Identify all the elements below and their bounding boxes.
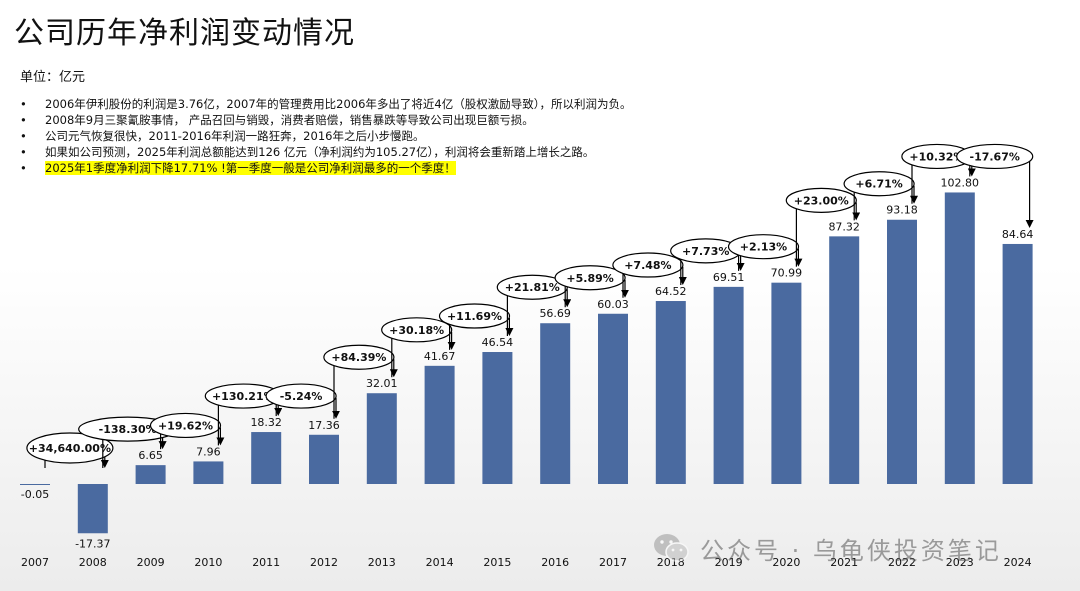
growth-label: +2.13% bbox=[740, 241, 787, 254]
value-label: 69.51 bbox=[713, 271, 745, 284]
category-label: 2016 bbox=[541, 556, 569, 569]
growth-oval bbox=[785, 187, 857, 213]
category-label: 2023 bbox=[946, 556, 974, 569]
growth-oval bbox=[265, 383, 337, 409]
growth-label: +19.62% bbox=[158, 419, 213, 432]
note-item: 公司元气恢复很快，2011-2016年利润一路狂奔，2016年之后小步慢跑。 bbox=[20, 128, 631, 144]
category-label: 2008 bbox=[79, 556, 107, 569]
growth-label: +11.69% bbox=[447, 310, 502, 323]
value-label: 87.32 bbox=[828, 220, 860, 233]
category-label: 2022 bbox=[888, 556, 916, 569]
value-label: 93.18 bbox=[886, 204, 918, 217]
growth-label: +84.39% bbox=[331, 351, 386, 364]
bar bbox=[482, 352, 513, 484]
bar bbox=[887, 219, 917, 484]
bar bbox=[944, 192, 975, 484]
growth-oval bbox=[612, 252, 684, 278]
category-label: 2020 bbox=[772, 556, 800, 569]
category-label: 2011 bbox=[252, 556, 280, 569]
value-label: 46.54 bbox=[482, 336, 514, 349]
category-label: 2012 bbox=[310, 556, 338, 569]
value-label: 84.64 bbox=[1002, 228, 1034, 241]
growth-oval bbox=[438, 303, 511, 329]
bar bbox=[1002, 243, 1033, 484]
value-label: 60.03 bbox=[597, 298, 629, 311]
growth-label: +6.71% bbox=[855, 178, 902, 191]
bar bbox=[598, 313, 628, 484]
bar bbox=[829, 236, 860, 484]
growth-oval bbox=[26, 432, 114, 464]
value-label: 70.99 bbox=[771, 267, 803, 280]
category-label: 2024 bbox=[1004, 556, 1032, 569]
growth-label: +23.00% bbox=[794, 194, 849, 207]
note-item: 2006年伊利股份的利润是3.76亿，2007年的管理费用比2006年多出了将近… bbox=[20, 96, 631, 112]
growth-label: +7.48% bbox=[624, 259, 671, 272]
value-label: 64.52 bbox=[655, 285, 687, 298]
bar bbox=[309, 434, 339, 484]
wechat-icon bbox=[654, 534, 689, 562]
bar bbox=[424, 365, 455, 484]
note-item: 2008年9月三聚氰胺事情， 产品召回与销毁，消费者赔偿，销售暴跌等导致公司出现… bbox=[20, 112, 631, 128]
bar bbox=[135, 465, 166, 484]
category-label: 2021 bbox=[830, 556, 858, 569]
page-title: 公司历年净利润变动情况 bbox=[14, 16, 355, 51]
watermark: 公众号 · 乌龟侠投资笔记 bbox=[652, 527, 1002, 569]
growth-label: +34,640.00% bbox=[29, 442, 111, 455]
growth-oval bbox=[956, 143, 1034, 170]
growth-label: +5.89% bbox=[566, 272, 613, 285]
value-label: 56.69 bbox=[539, 307, 571, 320]
growth-label: +10.32% bbox=[909, 150, 964, 163]
bar bbox=[193, 461, 224, 484]
category-label: 2019 bbox=[715, 556, 743, 569]
bar bbox=[251, 432, 282, 484]
category-label: 2017 bbox=[599, 556, 627, 569]
value-label: 32.01 bbox=[366, 377, 398, 390]
notes-list: 2006年伊利股份的利润是3.76亿，2007年的管理费用比2006年多出了将近… bbox=[20, 96, 631, 176]
growth-label: -5.24% bbox=[280, 390, 323, 403]
growth-label: +30.18% bbox=[389, 324, 444, 337]
value-label: 17.36 bbox=[308, 419, 340, 432]
value-label: 7.96 bbox=[196, 445, 221, 458]
growth-oval bbox=[323, 344, 395, 370]
growth-label: +7.73% bbox=[682, 245, 729, 258]
growth-oval bbox=[843, 171, 915, 197]
bar bbox=[77, 484, 108, 534]
category-label: 2007 bbox=[21, 556, 49, 569]
bar bbox=[655, 301, 686, 484]
category-label: 2010 bbox=[194, 556, 222, 569]
value-label: 18.32 bbox=[250, 416, 282, 429]
bar bbox=[713, 286, 744, 484]
value-label: 102.80 bbox=[941, 176, 980, 189]
growth-oval bbox=[554, 265, 626, 291]
growth-label: +21.81% bbox=[505, 281, 560, 294]
growth-label: +130.21% bbox=[212, 390, 275, 403]
note-item: 如果如公司预测，2025年利润总额能达到126 亿元（净利润约为105.27亿）… bbox=[20, 144, 631, 160]
note-item-highlight: 2025年1季度净利润下降17.71% !第一季度一般是公司净利润最多的一个季度… bbox=[20, 160, 631, 176]
bar bbox=[366, 393, 397, 484]
watermark-text: 公众号 · 乌龟侠投资笔记 bbox=[700, 536, 1002, 565]
category-label: 2014 bbox=[426, 556, 454, 569]
value-label: -0.05 bbox=[21, 488, 49, 501]
highlight-text: 2025年1季度净利润下降17.71% !第一季度一般是公司净利润最多的一个季度… bbox=[45, 161, 456, 175]
bar bbox=[771, 282, 802, 484]
category-label: 2013 bbox=[368, 556, 396, 569]
unit-label: 单位：亿元 bbox=[20, 70, 86, 85]
value-label: -17.37 bbox=[75, 537, 110, 550]
bar bbox=[20, 484, 50, 485]
growth-label: -17.67% bbox=[970, 150, 1020, 163]
value-label: 41.67 bbox=[424, 350, 456, 363]
growth-oval bbox=[149, 412, 222, 439]
category-label: 2009 bbox=[137, 556, 165, 569]
bar bbox=[540, 323, 571, 484]
growth-label: -138.30% bbox=[99, 423, 157, 436]
growth-oval bbox=[381, 317, 453, 343]
value-label: 6.65 bbox=[138, 449, 163, 462]
category-label: 2015 bbox=[483, 556, 511, 569]
growth-oval bbox=[727, 234, 800, 260]
